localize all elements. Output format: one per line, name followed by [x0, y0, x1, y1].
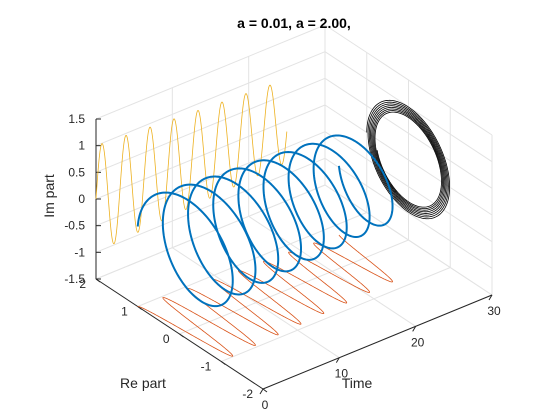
grid-line [324, 157, 493, 269]
series-im-projection-line [95, 84, 288, 245]
axis-layer [95, 118, 493, 395]
grid-line [179, 239, 409, 335]
y-tick-label: -2 [242, 387, 253, 401]
z-tick-label: 0.5 [68, 165, 85, 179]
chart-title: a = 0.01, a = 2.00, [237, 15, 351, 31]
x-tick-mark [488, 294, 493, 301]
x-tick-mark [259, 388, 264, 395]
y-tick-label: 1 [121, 305, 128, 319]
y-tick-label: 0 [163, 332, 170, 346]
grid-line [95, 157, 326, 253]
series-complex-plane-projection-line [366, 99, 450, 220]
x-tick-label: 30 [487, 304, 501, 318]
grid-line [95, 24, 326, 120]
y-tick-mark [262, 388, 268, 393]
grid-line [95, 51, 326, 147]
grid-line [324, 104, 493, 216]
z-tick-label: 0 [78, 192, 85, 206]
grid-line [324, 131, 493, 243]
x-axis-label: Time [342, 375, 373, 391]
y-tick-mark [179, 333, 184, 338]
series-layer [95, 84, 450, 357]
z-tick-label: -0.5 [64, 219, 85, 233]
y-tick-label: 2 [79, 277, 86, 291]
grid-line [221, 267, 451, 362]
x-tick-mark [335, 357, 340, 363]
z-axis-label: Im part [41, 174, 57, 218]
z-tick-label: 1.5 [68, 112, 85, 126]
series-re-projection-line [137, 234, 393, 357]
y-tick-mark [220, 361, 226, 365]
grid-line [324, 77, 493, 189]
x-axis-line [262, 294, 493, 390]
grid-line [137, 212, 367, 307]
grid-line [324, 24, 493, 136]
y-tick-label: -1 [201, 360, 212, 374]
x-tick-label: 10 [335, 367, 349, 381]
grid-line [95, 77, 326, 173]
z-tick-label: -1.5 [64, 272, 85, 286]
grid-line [95, 104, 326, 200]
series-3d-spiral-line [136, 134, 394, 308]
z-tick-label: 1 [78, 139, 85, 153]
z-tick-label: -1 [74, 245, 85, 259]
tick-label-layer: 0 10 20 30 -2 -1 0 1 2-1.5 -1 -0.5 0 0.5 1 1.5 [64, 112, 501, 412]
x-tick-label: 20 [411, 335, 425, 349]
y-tick-mark [137, 306, 143, 310]
x-tick-label: 0 [262, 398, 269, 412]
x-tick-mark [412, 326, 417, 332]
y-axis-label: Re part [120, 375, 166, 391]
grid-line [95, 184, 326, 280]
